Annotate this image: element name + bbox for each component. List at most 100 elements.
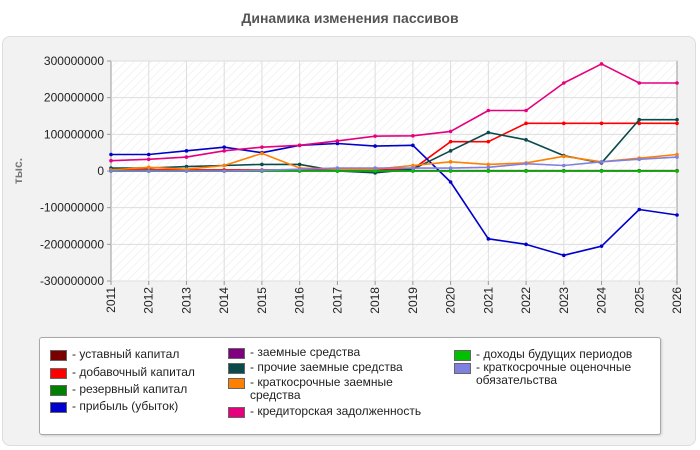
series-4-point: [599, 244, 604, 248]
legend-item-9: - доходы будущих периодов: [454, 348, 650, 361]
x-tick-label: 2025: [632, 287, 646, 314]
series-7-point: [222, 163, 226, 168]
series-8-point: [297, 143, 302, 148]
series-8-point: [260, 145, 264, 149]
series-9-point: [411, 169, 415, 173]
series-10-point: [373, 166, 377, 170]
x-tick-label: 2026: [670, 287, 684, 314]
x-tick-label: 2020: [444, 287, 458, 314]
series-10-point: [335, 166, 340, 170]
legend-item-5: - заемные средства: [228, 346, 438, 359]
series-9-point: [637, 169, 642, 173]
series-10-point: [486, 165, 491, 170]
series-4-point: [373, 144, 377, 148]
series-10-point: [184, 169, 189, 173]
series-7-point: [448, 160, 453, 164]
legend-swatch: [454, 350, 471, 361]
series-4-point: [184, 149, 189, 153]
series-9-point: [675, 169, 679, 173]
series-8-point: [222, 149, 226, 153]
y-tick-label: 300000000: [44, 54, 104, 68]
series-10-point: [146, 169, 151, 173]
series-7-point: [260, 151, 264, 156]
x-tick-label: 2023: [557, 287, 571, 314]
x-tick-label: 2021: [481, 287, 495, 314]
series-9-point: [562, 169, 566, 173]
legend-label: - заемные средства: [250, 345, 361, 359]
series-2-point: [599, 121, 604, 126]
series-10-point: [524, 161, 528, 166]
legend-item-10: - краткосрочные оценочные обязательства: [454, 361, 650, 387]
legend-label: - резервный капитал: [72, 382, 188, 396]
series-10-point: [109, 169, 113, 173]
series-6-point: [675, 117, 679, 122]
legend-label: - прибыль (убыток): [72, 399, 179, 413]
legend-swatch: [50, 350, 67, 361]
series-9-point: [448, 169, 453, 173]
series-10-point: [637, 157, 642, 162]
legend-item-4: - прибыль (убыток): [50, 400, 220, 413]
y-tick-label: 100000000: [44, 127, 104, 141]
series-2-point: [675, 121, 679, 126]
series-4-point: [675, 213, 679, 217]
y-tick-label: 0: [97, 164, 104, 178]
series-9-point: [486, 169, 491, 173]
series-8-point: [448, 129, 453, 134]
series-7-point: [486, 162, 491, 167]
x-tick-label: 2018: [368, 287, 382, 314]
series-7-point: [675, 152, 679, 157]
series-9-point: [599, 169, 604, 173]
x-tick-label: 2024: [595, 287, 609, 314]
legend-item-7: - краткосрочные заемные средства: [228, 376, 438, 402]
series-10-point: [562, 163, 566, 168]
legend-swatch: [50, 368, 67, 379]
series-10-point: [222, 169, 226, 173]
x-tick-label: 2022: [519, 287, 533, 314]
series-7-point: [411, 163, 415, 168]
series-8-point: [411, 134, 415, 138]
series-8-point: [524, 108, 528, 113]
series-8-point: [486, 108, 491, 113]
legend-label: - кредиторская задолженность: [250, 404, 422, 418]
series-7-point: [562, 154, 566, 159]
series-10-point: [675, 155, 679, 159]
series-10-point: [297, 167, 302, 171]
series-9-point: [335, 169, 340, 173]
x-tick-label: 2016: [293, 287, 307, 314]
series-9-point: [524, 169, 528, 173]
series-8-point: [109, 158, 113, 163]
series-2-point: [486, 139, 491, 144]
series-2-point: [562, 121, 566, 126]
y-tick-label: -200000000: [40, 237, 104, 251]
series-4-point: [637, 207, 642, 212]
legend-label: - краткосрочные заемные средства: [250, 375, 393, 402]
series-6-point: [184, 164, 189, 169]
series-10-point: [599, 160, 604, 164]
series-8-point: [562, 81, 566, 85]
series-10-point: [448, 166, 453, 170]
legend-label: - добавочный капитал: [72, 365, 195, 379]
series-4-point: [411, 143, 415, 148]
x-tick-label: 2015: [255, 287, 269, 314]
series-2-line: [111, 122, 677, 171]
legend-swatch: [228, 407, 245, 418]
series-8-point: [184, 155, 189, 159]
series-8-line: [110, 63, 677, 162]
legend-label: - уставный капитал: [72, 347, 180, 361]
series-2-point: [524, 121, 528, 126]
series-2-point: [448, 139, 453, 144]
series-6-point: [448, 149, 453, 153]
series-6-point: [260, 162, 264, 167]
series-8-point: [599, 62, 604, 66]
series-4-line: [111, 142, 678, 257]
series-4-point: [486, 237, 491, 241]
legend-item-1: - уставный капитал: [50, 348, 220, 361]
x-tick-label: 2017: [330, 287, 344, 314]
series-10-point: [411, 166, 415, 170]
x-tick-label: 2011: [104, 287, 118, 313]
series-9-point: [373, 169, 377, 173]
series-10-point: [260, 168, 264, 173]
series-7-point: [146, 165, 151, 170]
series-6-point: [297, 162, 302, 167]
legend-item-6: - прочие заемные средства: [228, 361, 438, 374]
